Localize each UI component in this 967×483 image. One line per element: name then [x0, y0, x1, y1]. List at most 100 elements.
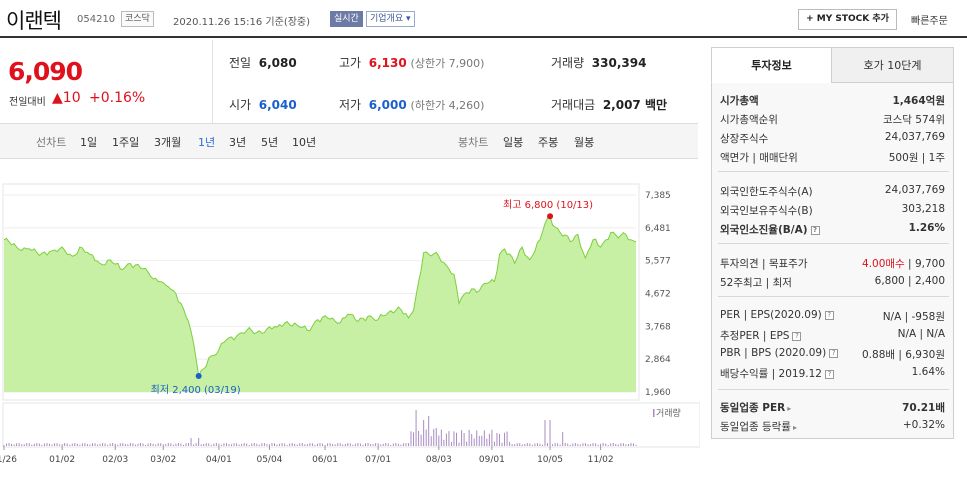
prev-close-label: 전일	[229, 56, 252, 70]
volume-bar	[617, 444, 619, 446]
volume-bar	[279, 443, 281, 446]
tab-1d[interactable]: 1일	[80, 136, 98, 149]
tab-weekly[interactable]: 주봉	[538, 136, 559, 149]
volume-bar	[337, 443, 339, 446]
par-value-row: 액면가 | 매매단위 500원 | 1주	[720, 148, 947, 166]
tab-5y[interactable]: 5년	[261, 136, 279, 149]
volume-bar	[395, 443, 397, 446]
x-tick-label: 05/04	[256, 455, 282, 465]
tab-investment-info[interactable]: 투자정보	[711, 47, 832, 83]
opinion-value: 4.00매수	[862, 258, 905, 270]
volume-bar	[615, 443, 617, 446]
volume-bar	[165, 444, 167, 446]
volume-bar	[236, 443, 238, 446]
tab-monthly[interactable]: 월봉	[574, 136, 595, 149]
volume-bar	[31, 444, 33, 446]
volume-bar	[18, 443, 20, 446]
up-triangle-icon: ▲	[52, 90, 63, 106]
change-amount-value: 10	[62, 90, 81, 106]
trade-amount-label: 거래대금	[551, 98, 596, 112]
volume-bar	[74, 443, 76, 446]
volume-bar	[97, 444, 99, 446]
volume-bar	[354, 443, 356, 446]
volume-bar	[504, 432, 506, 446]
sector-per-row[interactable]: 동일업종 PER ▸ 70.21배	[720, 398, 947, 416]
tab-1y[interactable]: 1년	[198, 136, 216, 149]
volume-bar	[256, 443, 258, 446]
volume-bar	[605, 443, 607, 446]
volume-bar	[402, 443, 404, 446]
tab-10y[interactable]: 10년	[292, 136, 317, 149]
realtime-badge[interactable]: 실시간	[330, 11, 363, 27]
volume-bar	[622, 443, 624, 446]
tab-3y[interactable]: 3년	[229, 136, 247, 149]
volume-bar	[200, 444, 202, 446]
volume-bar	[589, 444, 591, 446]
help-icon[interactable]: ?	[792, 332, 802, 341]
volume-bar	[448, 431, 450, 446]
help-icon[interactable]: ?	[829, 349, 839, 358]
volume-bar	[630, 443, 632, 446]
price-area-fill	[4, 216, 636, 392]
volume-bar	[218, 443, 220, 446]
volume-bar	[246, 443, 248, 446]
volume-bar	[157, 443, 159, 446]
help-icon[interactable]: ?	[824, 311, 834, 320]
y-tick-label: 1,960	[645, 388, 671, 398]
volume-bar	[385, 443, 387, 446]
x-tick-label: 03/02	[150, 455, 176, 465]
day-low-label: 저가	[339, 98, 362, 112]
volume-bar	[170, 443, 172, 446]
volume-bar	[56, 443, 58, 446]
day-open-value: 6,040	[258, 98, 297, 112]
market-cap-row: 시가총액 1,464억원	[720, 91, 947, 109]
tab-3m[interactable]: 3개월	[154, 136, 182, 149]
volume-bar	[213, 443, 215, 446]
volume-bar	[109, 443, 111, 446]
volume-bar	[322, 443, 324, 446]
volume-bar	[380, 444, 382, 446]
quick-order-link[interactable]: 빠른주문	[911, 16, 948, 27]
pbr-row: PBR | BPS (2020.09)? 0.88배 | 6,930원	[720, 345, 947, 363]
volume-bar	[327, 443, 329, 446]
volume-bar	[150, 443, 152, 446]
tab-1w[interactable]: 1주일	[112, 136, 140, 149]
candle-chart-label: 봉차트	[458, 136, 489, 149]
volume-bar	[390, 444, 392, 446]
volume-bar	[160, 443, 162, 446]
volume-bar	[498, 434, 500, 446]
volume-bar	[225, 443, 227, 446]
tab-orderbook-10[interactable]: 호가 10단계	[831, 47, 954, 83]
volume-bar	[329, 443, 331, 446]
volume-bar	[167, 443, 169, 446]
foreign-ratio-label: 외국인소진율(B/A)	[720, 224, 808, 236]
volume-bar	[559, 444, 561, 446]
volume-bar	[147, 443, 149, 446]
trade-unit-value: 1주	[928, 152, 945, 164]
volume: 거래량 330,394	[551, 54, 646, 71]
volume-bar	[258, 444, 260, 446]
volume-bar	[185, 443, 187, 446]
volume-bar	[506, 431, 508, 446]
volume-bar	[198, 438, 200, 446]
volume-bar	[344, 444, 346, 446]
volume-bar	[324, 444, 326, 446]
day-high-label: 고가	[339, 56, 362, 70]
price-chart[interactable]: 7,385 6,481 5,577 4,672 3,768 2,864 1,960 최고 6…	[0, 160, 700, 483]
sector-change-row[interactable]: 동일업종 등락률 ▸ +0.32%	[720, 417, 947, 435]
volume-bar	[284, 443, 286, 446]
volume-bar	[241, 443, 243, 446]
volume-bar	[304, 444, 306, 446]
volume-bar	[450, 441, 452, 446]
add-mystock-button[interactable]: + MY STOCK 추가	[798, 9, 897, 30]
dividend-date: 2019.12	[778, 368, 822, 380]
volume-bar	[79, 444, 81, 446]
volume-bar	[595, 443, 597, 446]
volume-bar	[425, 429, 427, 446]
volume-bar	[463, 432, 465, 446]
help-icon[interactable]: ?	[824, 370, 834, 379]
help-icon[interactable]: ?	[810, 226, 820, 235]
corp-info-dropdown[interactable]: 기업개요 ▾	[366, 11, 415, 27]
tab-daily[interactable]: 일봉	[503, 136, 524, 149]
volume-bar	[177, 443, 179, 446]
